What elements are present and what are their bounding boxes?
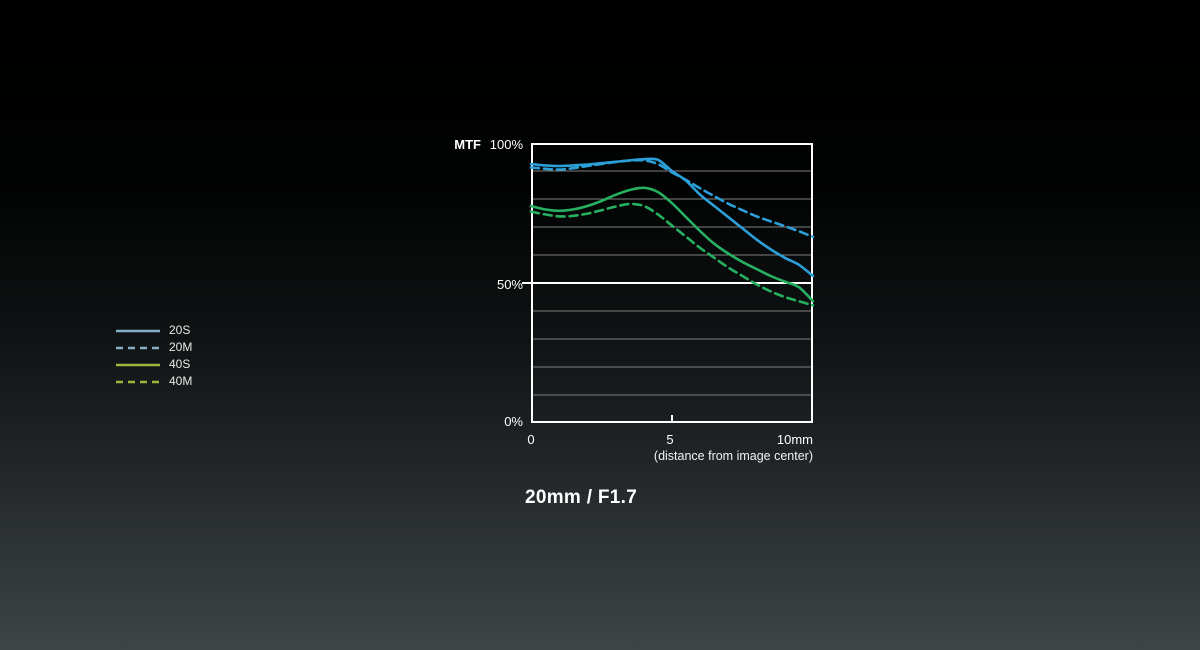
legend-line-dashed-blue-icon bbox=[116, 346, 160, 349]
x-tick-10mm: 10mm bbox=[776, 432, 813, 447]
y-tick-50: 50% bbox=[496, 277, 523, 292]
legend-item-40m: 40M bbox=[115, 375, 192, 388]
mtf-plot-svg bbox=[522, 143, 815, 423]
legend-line-solid-blue-icon bbox=[116, 329, 160, 332]
legend-line-solid-green-icon bbox=[116, 363, 160, 366]
plot-area bbox=[522, 143, 815, 423]
x-tick-5: 5 bbox=[666, 432, 674, 447]
y-axis-title: MTF bbox=[454, 137, 481, 152]
legend-label: 20S bbox=[169, 323, 191, 337]
curve-20M bbox=[529, 158, 815, 239]
lens-title: 20mm / F1.7 bbox=[525, 487, 638, 508]
legend-label: 40S bbox=[169, 357, 191, 371]
x-axis-caption: (distance from image center) bbox=[653, 449, 813, 463]
y-tick-100: 100% bbox=[489, 137, 523, 152]
y-tick-0: 0% bbox=[504, 414, 523, 429]
legend-item-20s: 20S bbox=[115, 324, 192, 337]
legend-item-20m: 20M bbox=[115, 341, 192, 354]
legend-label: 40M bbox=[169, 374, 193, 388]
curve-40M bbox=[529, 202, 815, 307]
legend-line-dashed-green-icon bbox=[116, 380, 160, 383]
x-tick-0: 0 bbox=[527, 432, 535, 447]
curve-40S bbox=[529, 186, 815, 303]
legend-label: 20M bbox=[169, 340, 193, 354]
legend: 20S 20M 40S 40M bbox=[115, 324, 192, 388]
legend-item-40s: 40S bbox=[115, 358, 192, 371]
curve-20S bbox=[529, 157, 815, 278]
